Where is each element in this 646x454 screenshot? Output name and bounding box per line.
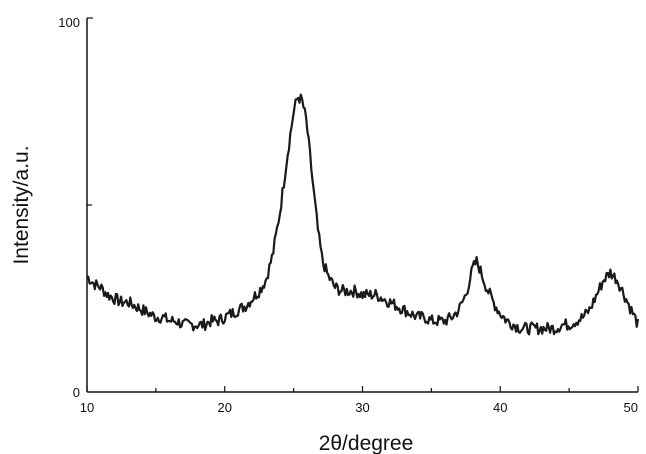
x-tick-labels: 10 20 30 40 50 [80, 400, 638, 415]
x-tick-label: 20 [218, 400, 232, 415]
x-tick-label: 50 [624, 400, 638, 415]
diffraction-curve [86, 93, 640, 336]
y-axis [86, 17, 93, 392]
x-ticks [86, 386, 639, 392]
y-tick-label-max: 100 [58, 15, 80, 30]
y-axis-label: Intensity/a.u. [10, 145, 33, 264]
x-tick-label: 40 [493, 400, 507, 415]
y-tick-label-min: 0 [73, 385, 80, 400]
x-tick-label: 10 [80, 400, 94, 415]
x-tick-label: 30 [355, 400, 369, 415]
x-axis-label: 2θ/degree [319, 432, 414, 454]
